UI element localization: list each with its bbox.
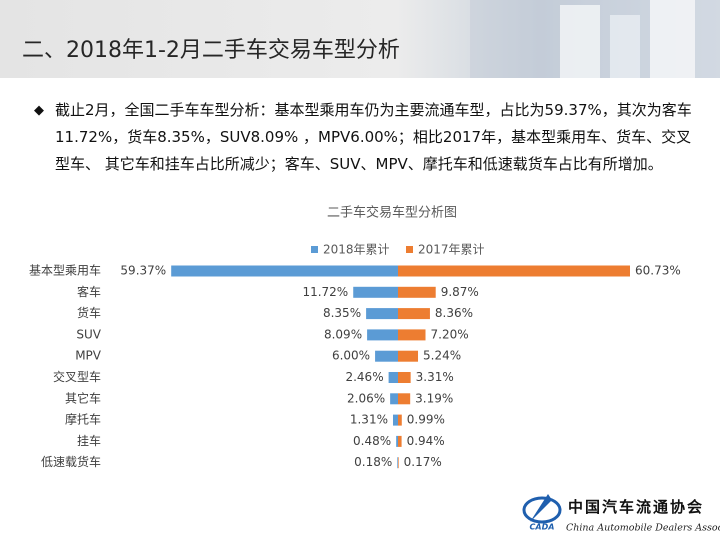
value-label: 3.19%: [415, 391, 453, 405]
category-label: 基本型乘用车: [29, 263, 101, 278]
value-label: 2.06%: [347, 391, 385, 405]
bar: [398, 350, 419, 362]
logo-arrow: [530, 494, 552, 522]
category-label: 客车: [77, 284, 101, 299]
logo-mark: CADA: [530, 523, 555, 532]
legend-swatch: [406, 246, 413, 253]
category-label: 货车: [77, 305, 101, 320]
bar: [398, 308, 430, 320]
slide-title: 二、2018年1-2月二手车交易车型分析: [22, 38, 400, 63]
value-label: 8.36%: [435, 306, 473, 320]
chart-title: 二手车交易车型分析图: [327, 205, 457, 221]
bar: [398, 286, 436, 298]
value-label: 59.37%: [120, 264, 166, 278]
bar: [397, 457, 398, 469]
category-label: 挂车: [77, 433, 101, 448]
category-label: MPV: [75, 349, 102, 363]
bar: [375, 350, 398, 362]
bar: [398, 457, 399, 469]
bar: [398, 393, 411, 405]
bullet-text: 截止2月，全国二手车车型分析：基本型乘用车仍为主要流通车型，占比为59.37%，…: [55, 101, 692, 173]
logo-name: 中国汽车流通协会: [568, 498, 704, 516]
value-label: 1.31%: [350, 413, 388, 427]
category-label: 摩托车: [65, 412, 101, 427]
bullet-paragraph: ◆ 截止2月，全国二手车车型分析：基本型乘用车仍为主要流通车型，占比为59.37…: [34, 97, 696, 178]
legend-label: 2017年累计: [418, 243, 485, 257]
value-label: 0.99%: [407, 413, 445, 427]
value-label: 5.24%: [423, 349, 461, 363]
bar: [398, 329, 426, 341]
bar: [398, 414, 402, 426]
building: [560, 5, 600, 78]
bar: [398, 372, 411, 383]
value-label: 0.17%: [404, 455, 442, 469]
legend-swatch: [311, 246, 318, 253]
value-label: 8.09%: [324, 327, 362, 341]
bar: [398, 435, 402, 447]
category-label: SUV: [76, 327, 101, 341]
value-label: 0.18%: [354, 455, 392, 469]
bar: [366, 308, 398, 320]
category-label: 其它车: [65, 390, 101, 405]
value-label: 60.73%: [635, 264, 681, 278]
logo: CADA 中国汽车流通协会 China Automobile Dealers A…: [522, 494, 720, 534]
value-label: 3.31%: [416, 370, 454, 384]
value-label: 9.87%: [441, 285, 479, 299]
bar: [353, 286, 398, 298]
value-label: 11.72%: [302, 285, 348, 299]
building: [610, 15, 640, 78]
bar: [390, 393, 398, 405]
category-label: 低速载货车: [41, 454, 101, 469]
header-decoration: [470, 0, 720, 78]
bar: [396, 435, 398, 447]
value-label: 6.00%: [332, 349, 370, 363]
value-label: 8.35%: [323, 306, 361, 320]
bar: [392, 414, 398, 426]
bar: [388, 372, 398, 383]
header-band: [0, 0, 720, 78]
bullet-marker: ◆: [34, 103, 44, 118]
bar: [171, 265, 398, 277]
value-label: 7.20%: [431, 327, 469, 341]
value-label: 0.48%: [353, 434, 391, 448]
logo-english: China Automobile Dealers Association: [566, 523, 720, 534]
bar: [398, 265, 630, 277]
legend-label: 2018年累计: [323, 243, 390, 257]
category-label: 交叉型车: [53, 369, 101, 384]
value-label: 0.94%: [407, 434, 445, 448]
bar: [367, 329, 398, 341]
logo-ring: [522, 496, 562, 524]
building: [650, 0, 695, 78]
value-label: 2.46%: [345, 370, 383, 384]
